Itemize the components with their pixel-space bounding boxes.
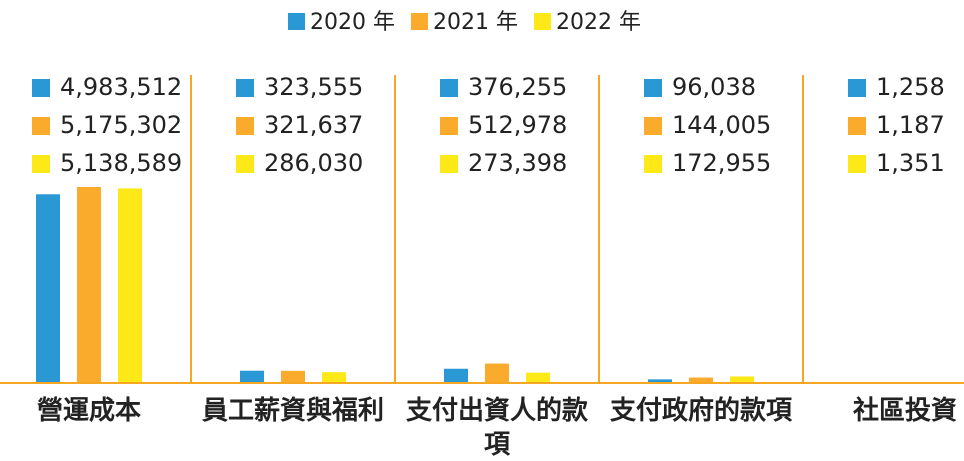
- value-label: 512,978: [468, 111, 567, 139]
- value-label: 1,351: [876, 149, 945, 177]
- value-label: 4,983,512: [60, 73, 182, 101]
- value-label: 5,138,589: [60, 149, 182, 177]
- bar: [648, 379, 672, 383]
- bar: [322, 372, 346, 383]
- bar: [281, 370, 305, 383]
- value-label: 273,398: [468, 149, 567, 177]
- label-swatch: [440, 117, 458, 135]
- legend-swatch: [533, 13, 551, 30]
- value-label: 323,555: [264, 73, 363, 101]
- label-swatch: [644, 155, 662, 173]
- value-label: 144,005: [672, 111, 771, 139]
- label-swatch: [848, 155, 866, 173]
- legend-swatch: [288, 13, 305, 30]
- value-label: 1,258: [876, 73, 945, 101]
- category-label: 社區投資: [852, 396, 957, 426]
- legend-label: 2021 年: [433, 10, 518, 35]
- value-label: 376,255: [468, 73, 567, 101]
- value-label: 1,187: [876, 111, 945, 139]
- bar: [444, 368, 468, 383]
- bar: [730, 376, 754, 383]
- value-label: 5,175,302: [60, 111, 182, 139]
- value-label: 96,038: [672, 73, 756, 101]
- value-label: 172,955: [672, 149, 771, 177]
- bar: [118, 188, 142, 383]
- bar: [77, 187, 101, 383]
- category-label: 支付政府的款項: [609, 396, 792, 426]
- label-swatch: [236, 79, 254, 97]
- label-swatch: [236, 155, 254, 173]
- value-label: 286,030: [264, 149, 363, 177]
- label-swatch: [32, 79, 50, 97]
- label-swatch: [848, 79, 866, 97]
- label-swatch: [848, 117, 866, 135]
- label-swatch: [644, 117, 662, 135]
- legend-label: 2020 年: [310, 10, 395, 35]
- legend-swatch: [410, 13, 428, 30]
- bar: [240, 370, 264, 383]
- label-swatch: [440, 155, 458, 173]
- bar: [526, 372, 550, 383]
- category-label: 營運成本: [36, 396, 141, 426]
- bar: [689, 377, 713, 383]
- category-label: 員工薪資與福利: [201, 396, 384, 426]
- label-swatch: [236, 117, 254, 135]
- bar: [485, 363, 509, 383]
- label-swatch: [644, 79, 662, 97]
- bar: [36, 194, 60, 383]
- value-label: 321,637: [264, 111, 363, 139]
- label-swatch: [440, 79, 458, 97]
- label-swatch: [32, 117, 50, 135]
- category-label: 支付出資人的款項: [405, 396, 588, 460]
- legend-label: 2022 年: [556, 10, 641, 35]
- label-swatch: [32, 155, 50, 173]
